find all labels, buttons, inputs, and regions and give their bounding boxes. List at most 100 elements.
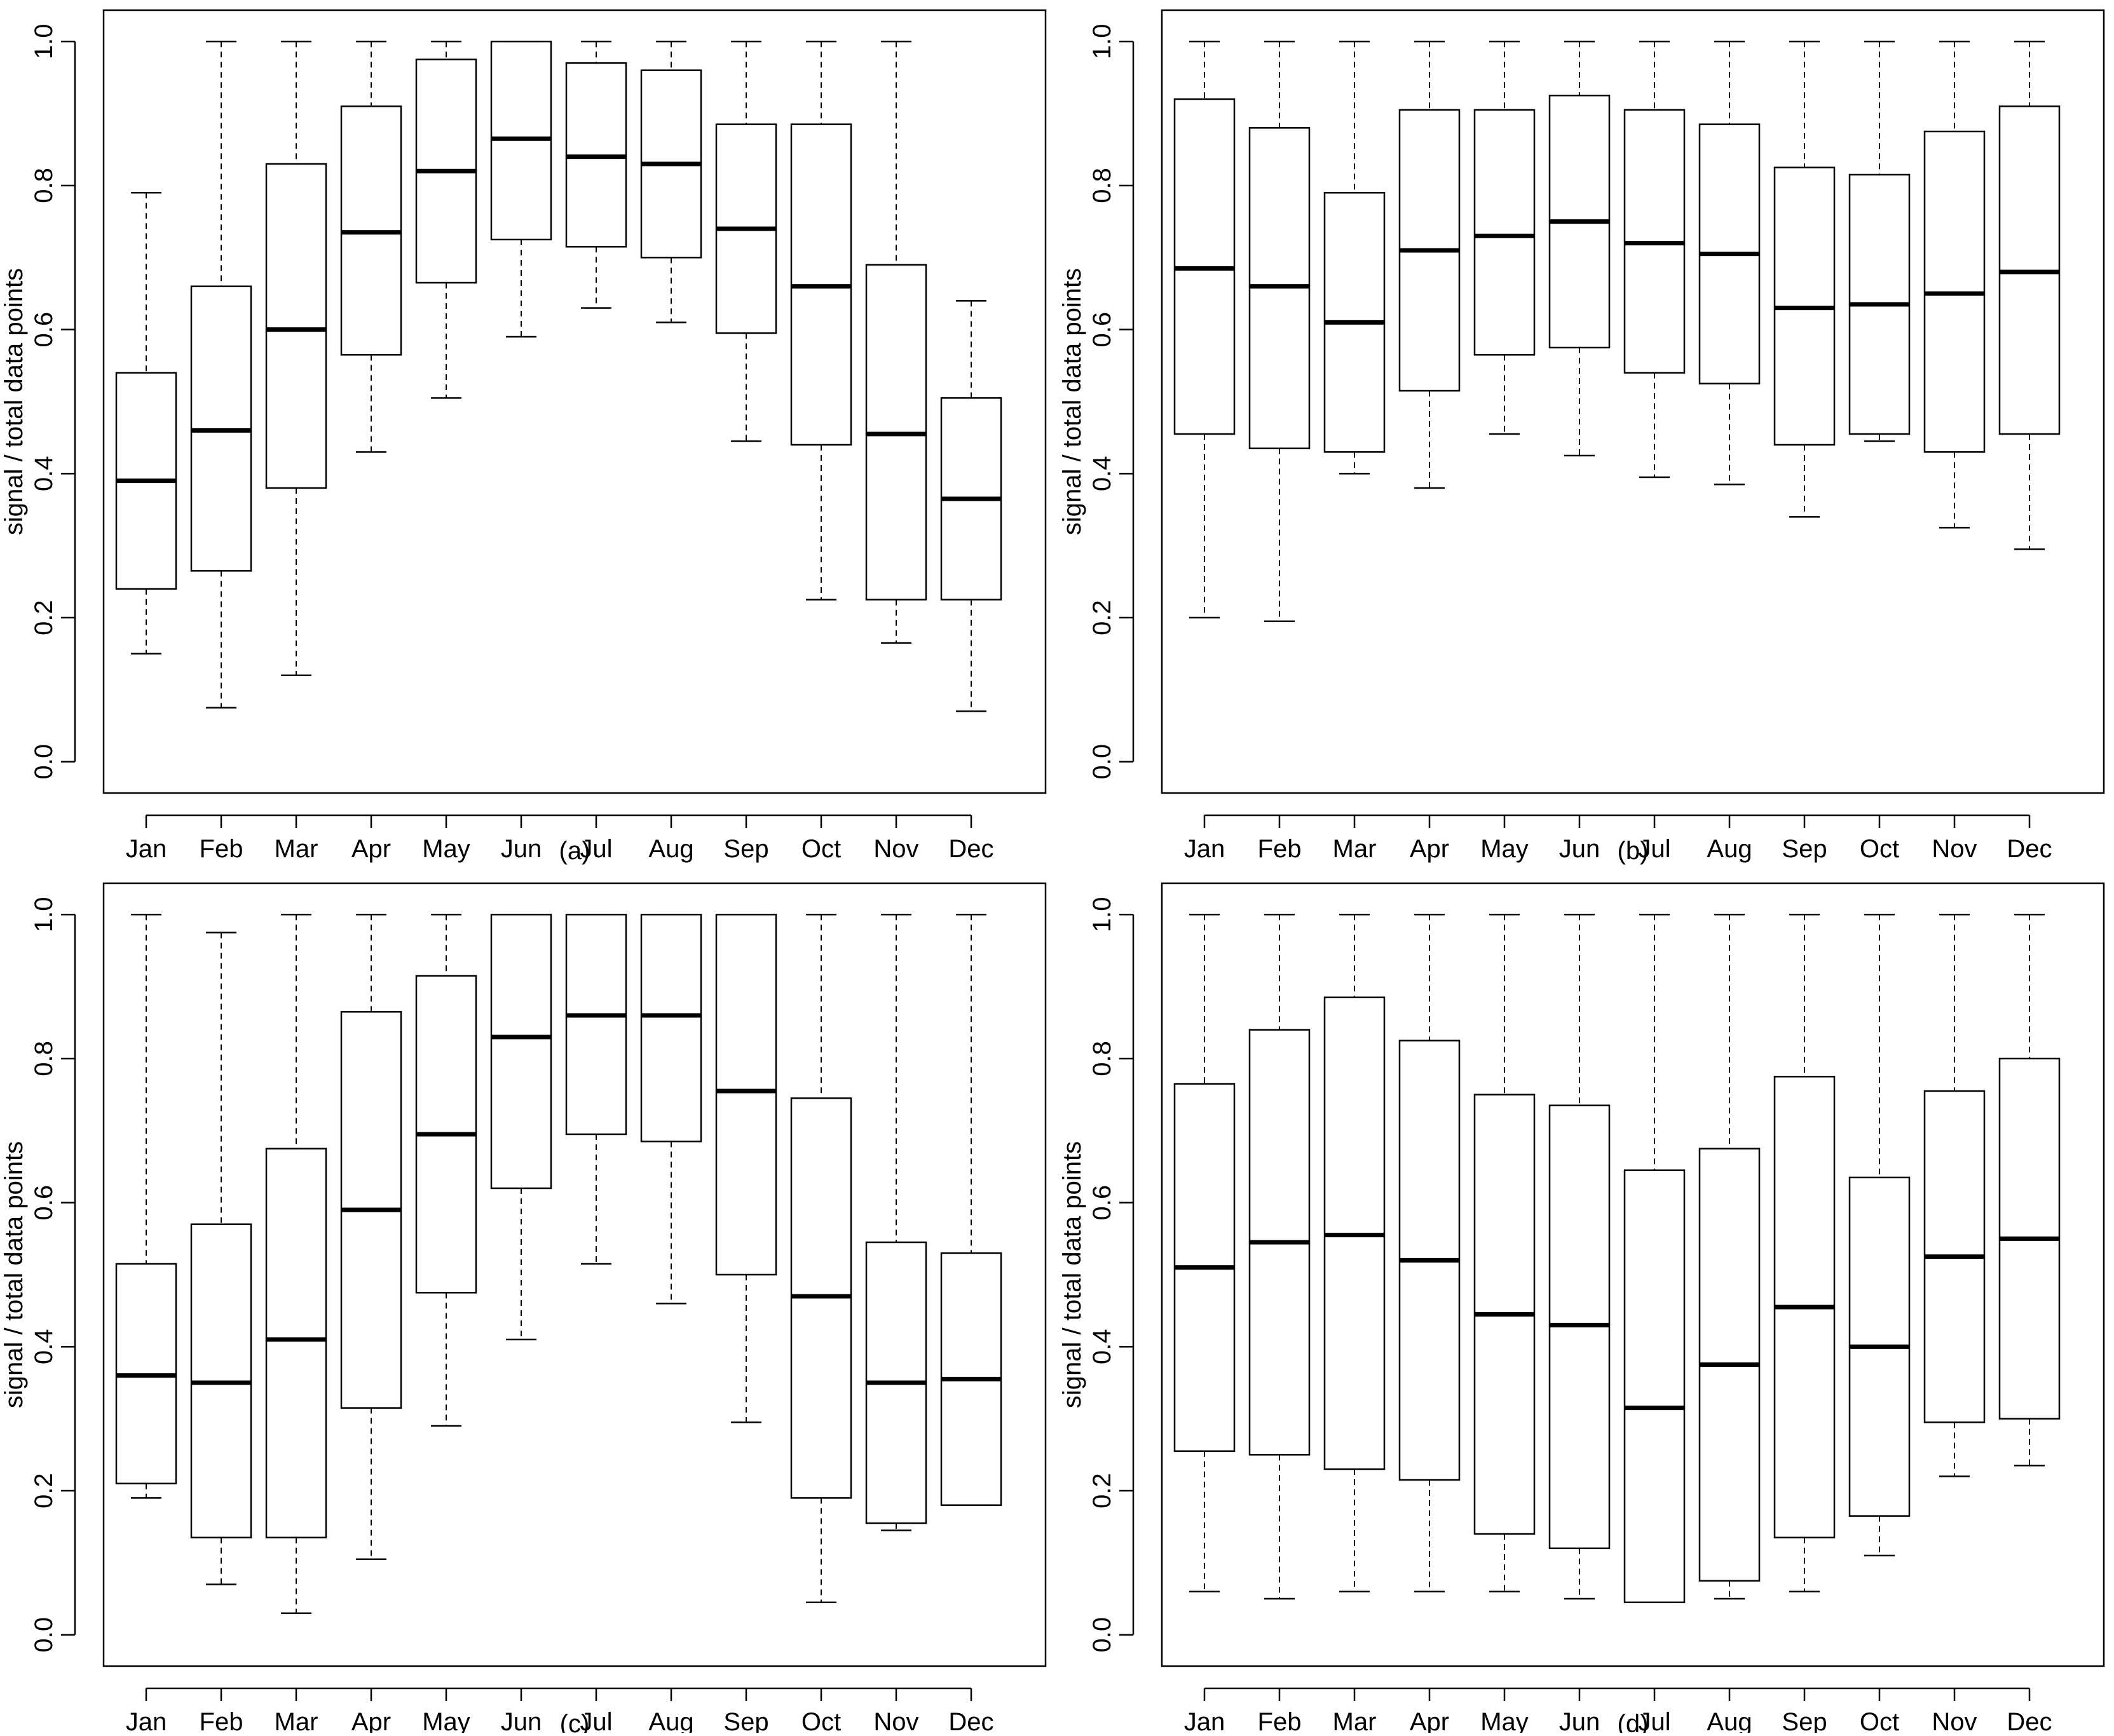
box-feb: [1248, 914, 1311, 1600]
box-jun: [490, 41, 552, 338]
x-tick-label: Mar: [275, 1708, 318, 1733]
x-tick-label: Apr: [351, 835, 391, 863]
x-tick-label: Oct: [801, 1708, 841, 1733]
y-tick-label: 0.0: [1088, 744, 1116, 780]
box-apr: [1398, 41, 1461, 489]
y-tick-label: 0.0: [30, 744, 58, 780]
x-tick-label: Apr: [351, 1708, 391, 1733]
box-sep: [715, 41, 777, 442]
panel-label: (d): [1618, 1710, 1649, 1733]
x-tick-label: Feb: [200, 1708, 243, 1733]
y-tick-label: 0.4: [1088, 1329, 1116, 1365]
x-tick-label: Feb: [1258, 1708, 1302, 1733]
x-tick-label: Aug: [1707, 835, 1752, 863]
box-nov: [1923, 41, 1986, 529]
x-tick-label: Feb: [200, 835, 243, 863]
x-tick-label: Feb: [1258, 835, 1302, 863]
box-jun: [490, 914, 552, 1341]
iqr-box: [565, 914, 627, 1136]
x-tick-label: Jun: [1559, 1708, 1600, 1733]
box-aug: [1698, 41, 1761, 485]
plot-frame: [102, 882, 1047, 1667]
x-tick-label: Jul: [1638, 835, 1670, 863]
y-tick-label: 0.4: [30, 1329, 58, 1365]
box-jan: [115, 914, 177, 1499]
iqr-box: [640, 914, 702, 1143]
box-jul: [565, 914, 627, 1265]
x-tick-label: Aug: [648, 1708, 693, 1733]
box-aug: [640, 914, 702, 1305]
box-dec: [940, 300, 1002, 712]
x-tick-label: Dec: [2007, 835, 2052, 863]
y-tick-label: 1.0: [30, 24, 58, 59]
y-tick-label: 0.2: [30, 600, 58, 635]
x-tick-label: Mar: [1333, 835, 1377, 863]
x-tick-label: May: [1480, 1708, 1529, 1733]
x-tick-label: Aug: [1707, 1708, 1752, 1733]
y-tick-label: 1.0: [30, 897, 58, 932]
box-oct: [790, 914, 852, 1603]
y-tick-label: 0.2: [30, 1473, 58, 1509]
x-tick-label: Jan: [1184, 1708, 1225, 1733]
iqr-box: [1623, 1169, 1686, 1603]
box-mar: [265, 914, 327, 1614]
x-tick-label: Sep: [723, 835, 768, 863]
box-nov: [865, 914, 927, 1531]
y-tick-label: 0.6: [30, 1185, 58, 1221]
box-dec: [940, 914, 1002, 1506]
x-tick-label: Jul: [1638, 1708, 1670, 1733]
box-may: [1473, 41, 1536, 435]
box-mar: [1323, 41, 1386, 475]
box-sep: [1773, 914, 1836, 1592]
box-oct: [790, 41, 852, 600]
y-tick-label: 0.0: [30, 1617, 58, 1653]
iqr-box: [265, 163, 327, 489]
x-tick-label: Oct: [1860, 835, 1899, 863]
x-tick-label: Jul: [580, 835, 612, 863]
box-mar: [1323, 914, 1386, 1592]
y-axis-title: signal / total data points: [0, 268, 28, 535]
plot-frame: [102, 9, 1047, 794]
box-jun: [1548, 41, 1611, 457]
box-oct: [1848, 914, 1911, 1557]
y-tick-label: 0.6: [1088, 312, 1116, 348]
y-tick-label: 0.2: [1088, 600, 1116, 635]
box-jun: [1548, 914, 1611, 1600]
plot-frame: [1161, 882, 2105, 1667]
y-tick-label: 0.0: [1088, 1617, 1116, 1653]
x-tick-label: Nov: [873, 1708, 918, 1733]
x-tick-label: Oct: [1860, 1708, 1899, 1733]
x-tick-label: Apr: [1410, 835, 1449, 863]
y-tick-label: 1.0: [1088, 897, 1116, 932]
y-tick-label: 0.4: [30, 456, 58, 492]
box-mar: [265, 41, 327, 676]
x-tick-label: Nov: [1932, 835, 1977, 863]
panel-2: 0.0 0.2 0.4 0.6 0.8 1.0 signal / total data po…: [1058, 9, 2105, 865]
y-tick-label: 0.8: [1088, 168, 1116, 203]
x-tick-label: Jun: [1559, 835, 1600, 863]
box-dec: [1998, 41, 2061, 550]
iqr-box: [715, 914, 777, 1276]
plot-frame: [1161, 9, 2105, 794]
iqr-box: [265, 1148, 327, 1538]
box-jul: [1623, 41, 1686, 478]
iqr-box: [1473, 109, 1536, 356]
y-tick-label: 0.8: [30, 1041, 58, 1076]
y-axis-title: signal / total data points: [1058, 1141, 1086, 1408]
box-feb: [190, 932, 252, 1585]
box-dec: [1998, 914, 2061, 1467]
box-may: [1473, 914, 1536, 1592]
x-tick-label: Sep: [1782, 835, 1827, 863]
box-jul: [1623, 914, 1686, 1603]
box-jul: [565, 41, 627, 309]
x-tick-label: Oct: [801, 835, 841, 863]
y-tick-label: 0.6: [1088, 1185, 1116, 1221]
box-apr: [340, 41, 402, 453]
box-jan: [115, 192, 177, 654]
panel-1: 0.0 0.2 0.4 0.6 0.8 1.0 signal / total data po…: [0, 9, 1047, 865]
box-aug: [1698, 914, 1761, 1600]
box-may: [415, 914, 477, 1427]
x-tick-label: Dec: [948, 835, 993, 863]
box-nov: [1923, 914, 1986, 1477]
